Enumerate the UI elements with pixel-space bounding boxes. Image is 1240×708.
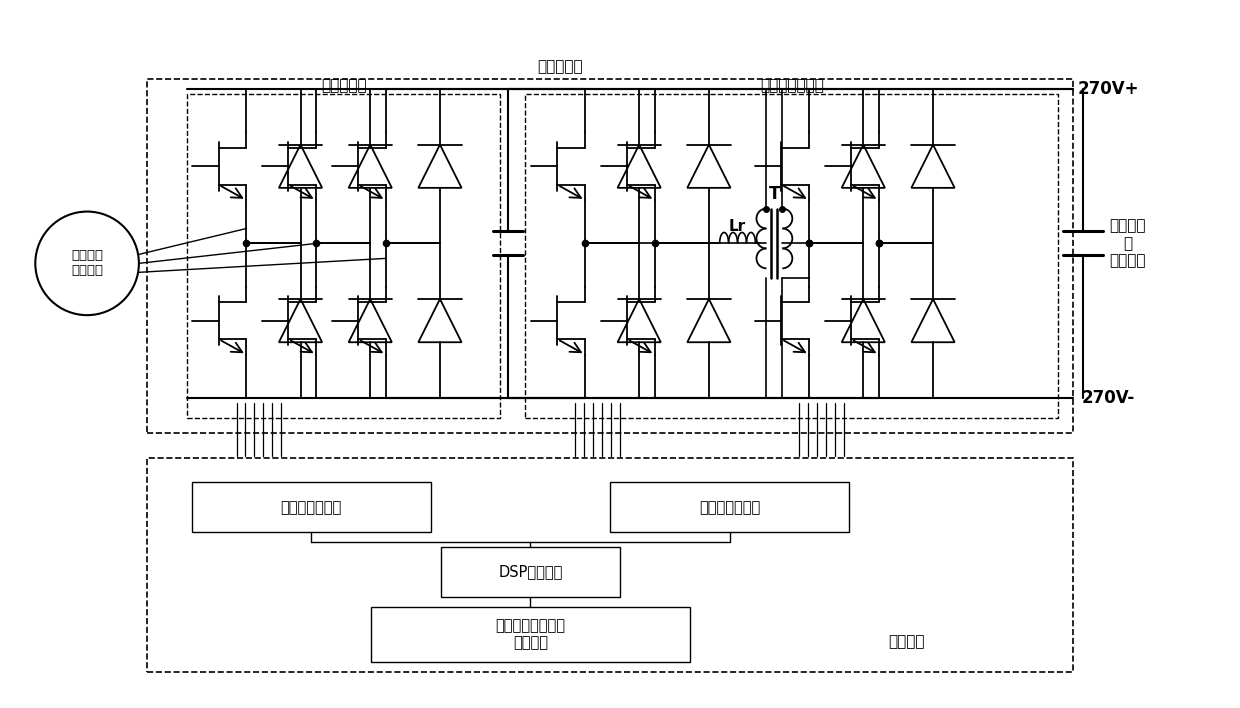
Text: 主功率电路: 主功率电路	[537, 59, 583, 74]
Polygon shape	[911, 299, 955, 342]
Polygon shape	[418, 299, 461, 342]
Polygon shape	[618, 299, 661, 342]
Text: 起动电源
或
用电负载: 起动电源 或 用电负载	[1110, 219, 1146, 268]
Polygon shape	[687, 144, 730, 188]
Bar	[187, 94, 501, 418]
Text: 三相变换器: 三相变换器	[321, 79, 366, 93]
Bar	[146, 79, 1073, 433]
Bar	[610, 482, 849, 532]
Polygon shape	[279, 299, 322, 342]
Text: 高速永磁
同步电机: 高速永磁 同步电机	[71, 249, 103, 278]
Polygon shape	[418, 144, 461, 188]
Bar	[192, 482, 430, 532]
Polygon shape	[348, 144, 392, 188]
Polygon shape	[348, 299, 392, 342]
Text: 开关管驱动电路: 开关管驱动电路	[699, 500, 760, 515]
Bar	[146, 457, 1073, 672]
Bar	[526, 94, 1058, 418]
Text: 270V-: 270V-	[1081, 389, 1135, 407]
Text: 开关管驱动电路: 开关管驱动电路	[280, 500, 342, 515]
Polygon shape	[279, 144, 322, 188]
Polygon shape	[842, 299, 885, 342]
Text: 270V+: 270V+	[1078, 80, 1138, 98]
Text: 控制电路: 控制电路	[888, 634, 925, 649]
Polygon shape	[842, 144, 885, 188]
Text: Lr: Lr	[729, 219, 746, 234]
Text: T: T	[769, 185, 780, 202]
Bar	[371, 607, 689, 662]
Polygon shape	[687, 299, 730, 342]
Text: 双有源桥变换器: 双有源桥变换器	[760, 79, 823, 93]
Bar	[440, 547, 620, 597]
Polygon shape	[618, 144, 661, 188]
Polygon shape	[911, 144, 955, 188]
Text: 信号采集、故障检
测、保护: 信号采集、故障检 测、保护	[495, 618, 565, 651]
Text: DSP最小系统: DSP最小系统	[498, 565, 563, 580]
